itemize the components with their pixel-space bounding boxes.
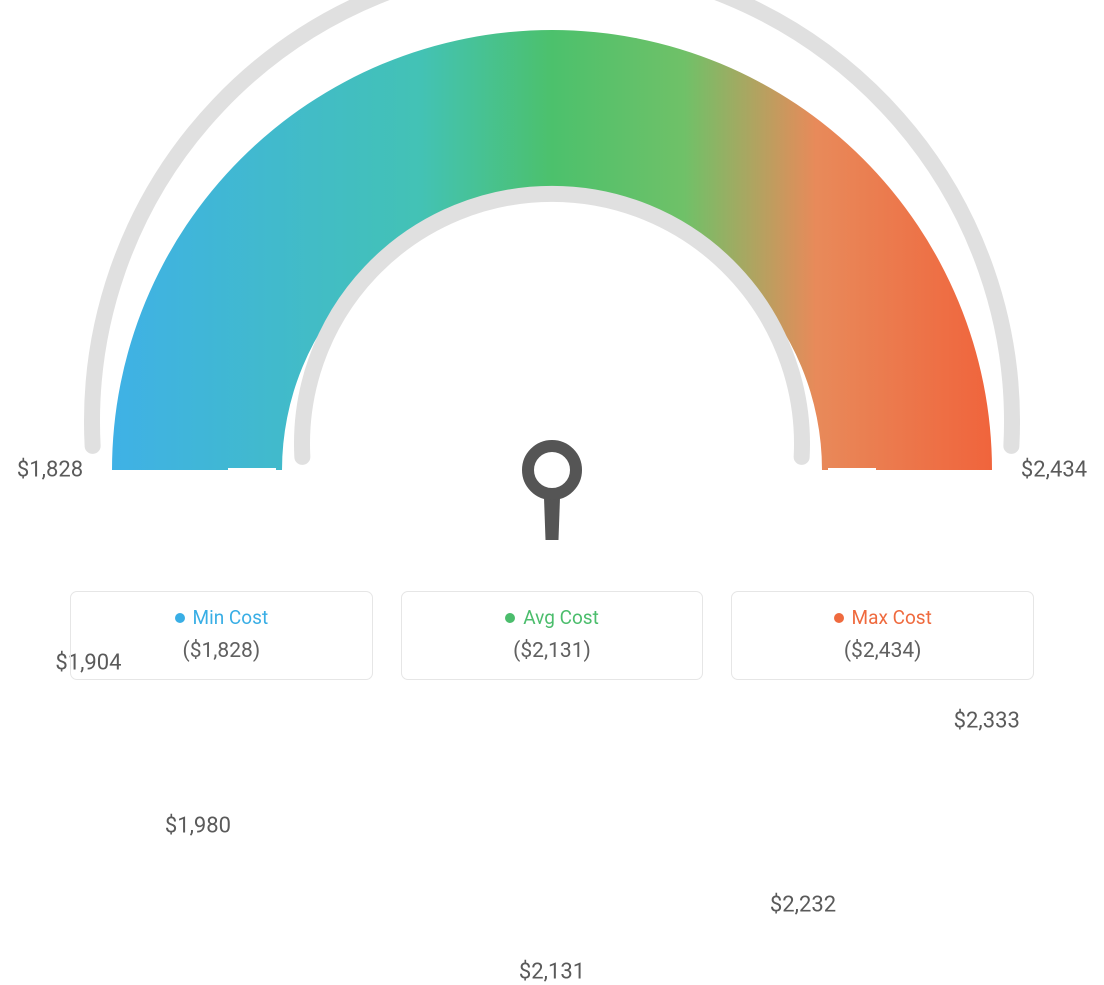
legend-title: Max Cost	[852, 606, 932, 629]
gauge-tick-label: $2,131	[519, 960, 585, 985]
legend-title: Avg Cost	[523, 606, 599, 629]
legend-title-row: Max Cost	[742, 606, 1023, 629]
legend-row: Min Cost ($1,828) Avg Cost ($2,131) Max …	[0, 591, 1104, 680]
legend-title: Min Cost	[193, 606, 269, 629]
legend-card-avg: Avg Cost ($2,131)	[401, 591, 704, 680]
gauge-tick-label: $2,333	[954, 709, 1020, 734]
gauge-tick-label: $2,232	[770, 892, 836, 917]
dot-icon	[175, 613, 185, 623]
gauge-tick-label: $1,828	[17, 458, 83, 483]
legend-value: ($1,828)	[81, 639, 362, 663]
gauge-svg	[0, 0, 1104, 540]
gauge-tick-label: $1,980	[165, 813, 231, 838]
cost-gauge: $1,828$1,904$1,980$2,131$2,232$2,333$2,4…	[0, 0, 1104, 540]
legend-title-row: Avg Cost	[412, 606, 693, 629]
legend-value: ($2,131)	[412, 639, 693, 663]
legend-card-max: Max Cost ($2,434)	[731, 591, 1034, 680]
dot-icon	[834, 613, 844, 623]
legend-value: ($2,434)	[742, 639, 1023, 663]
dot-icon	[505, 613, 515, 623]
legend-card-min: Min Cost ($1,828)	[70, 591, 373, 680]
gauge-tick-label: $2,434	[1021, 458, 1087, 483]
legend-title-row: Min Cost	[81, 606, 362, 629]
